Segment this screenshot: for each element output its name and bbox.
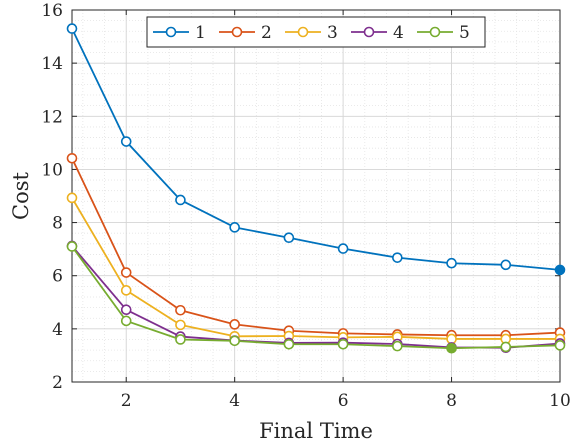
data-point — [120, 267, 132, 278]
series-line — [71, 157, 561, 337]
data-point — [120, 304, 132, 316]
data-point — [283, 338, 295, 350]
series-5 — [66, 241, 566, 354]
legend-item-5: 5 — [417, 23, 470, 43]
legend-item-4: 4 — [351, 23, 404, 43]
legend-item-3: 3 — [285, 23, 338, 43]
data-point — [446, 342, 457, 354]
legend-label: 4 — [393, 23, 404, 43]
data-point — [229, 222, 240, 233]
x-tick-label: 6 — [338, 391, 349, 411]
data-point — [175, 194, 186, 206]
x-tick-label: 8 — [446, 391, 457, 411]
data-point — [120, 136, 132, 147]
legend-label: 1 — [195, 23, 206, 43]
data-point — [446, 257, 457, 269]
y-tick-label: 10 — [41, 160, 63, 180]
data-point — [229, 319, 240, 330]
data-point — [120, 285, 132, 296]
legend-item-1: 1 — [153, 23, 206, 43]
series-line — [71, 28, 561, 271]
data-point — [66, 192, 78, 204]
y-axis-label: Cost — [9, 171, 33, 219]
legend-swatch-marker — [165, 26, 177, 38]
legend-swatch-marker — [363, 26, 375, 38]
legend-item-2: 2 — [219, 23, 272, 43]
data-point — [283, 232, 295, 244]
y-tick-label: 16 — [41, 1, 63, 21]
x-tick-label: 2 — [121, 391, 132, 411]
series-1 — [66, 23, 566, 276]
data-point — [175, 334, 186, 345]
y-tick-label: 12 — [41, 107, 63, 127]
series-layer — [66, 23, 566, 354]
legend-swatch-marker — [297, 26, 309, 38]
data-point — [66, 23, 78, 34]
legend-label: 2 — [261, 23, 272, 43]
x-axis-ticks: 2 4 6 8 10 — [121, 10, 571, 411]
data-point — [392, 252, 403, 263]
data-point — [554, 340, 566, 351]
data-point — [337, 338, 349, 350]
data-point — [229, 335, 240, 347]
data-point — [175, 304, 186, 316]
plot-background — [72, 10, 560, 382]
data-point — [446, 333, 457, 345]
x-tick-label: 4 — [229, 391, 240, 411]
data-point — [120, 315, 132, 327]
data-point — [66, 241, 78, 252]
y-tick-label: 8 — [52, 214, 63, 234]
y-tick-label: 4 — [52, 320, 63, 340]
y-tick-label: 6 — [52, 267, 63, 287]
y-tick-label: 14 — [41, 54, 63, 74]
data-point — [500, 259, 512, 271]
legend-swatch-marker — [429, 26, 441, 38]
data-point — [554, 264, 566, 276]
x-tick-label: 10 — [549, 391, 571, 411]
legend: 1 2 3 4 5 — [146, 16, 486, 48]
data-point — [500, 341, 512, 353]
x-axis-label: Final Time — [259, 419, 373, 443]
legend-label: 3 — [327, 23, 338, 43]
data-point — [337, 243, 349, 254]
legend-swatch-marker — [231, 26, 243, 38]
data-point — [175, 319, 186, 331]
y-tick-label: 2 — [52, 373, 63, 393]
data-point — [392, 340, 403, 352]
series-line — [71, 245, 561, 350]
series-line — [71, 197, 560, 340]
legend-label: 5 — [459, 23, 470, 43]
data-point — [66, 152, 78, 164]
